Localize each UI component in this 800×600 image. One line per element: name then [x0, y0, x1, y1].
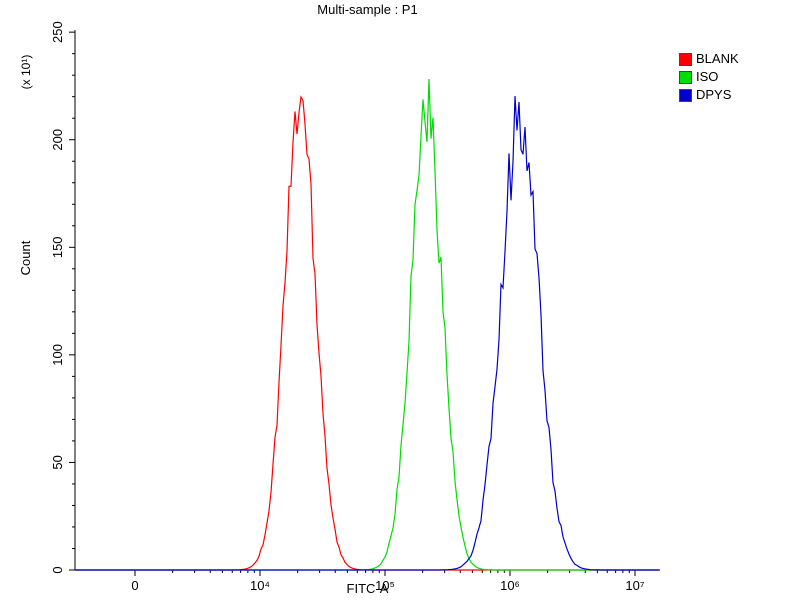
- blank-swatch: [679, 52, 692, 66]
- svg-text:0: 0: [50, 566, 65, 573]
- svg-text:10⁶: 10⁶: [500, 578, 520, 593]
- chart-title: Multi-sample : P1: [317, 2, 418, 17]
- legend-item-iso: ISO: [679, 70, 739, 84]
- svg-text:250: 250: [50, 21, 65, 43]
- svg-text:FITC-A: FITC-A: [347, 581, 389, 596]
- svg-text:100: 100: [50, 344, 65, 366]
- svg-text:Count: Count: [18, 240, 33, 275]
- svg-text:50: 50: [50, 455, 65, 469]
- legend: BLANK ISO DPYS: [679, 52, 739, 102]
- legend-label-dpys: DPYS: [696, 87, 732, 102]
- iso-swatch: [679, 70, 692, 84]
- svg-text:0: 0: [131, 578, 138, 593]
- svg-text:10⁴: 10⁴: [250, 578, 270, 593]
- svg-text:10⁷: 10⁷: [625, 578, 644, 593]
- legend-label-iso: ISO: [696, 69, 719, 84]
- svg-text:150: 150: [50, 236, 65, 258]
- svg-text:10⁵: 10⁵: [375, 578, 395, 593]
- dpys-swatch: [679, 88, 692, 102]
- svg-text:200: 200: [50, 129, 65, 151]
- legend-item-dpys: DPYS: [679, 88, 739, 102]
- svg-text:(x 10¹): (x 10¹): [19, 55, 33, 90]
- legend-label-blank: BLANK: [696, 51, 739, 66]
- legend-item-blank: BLANK: [679, 52, 739, 66]
